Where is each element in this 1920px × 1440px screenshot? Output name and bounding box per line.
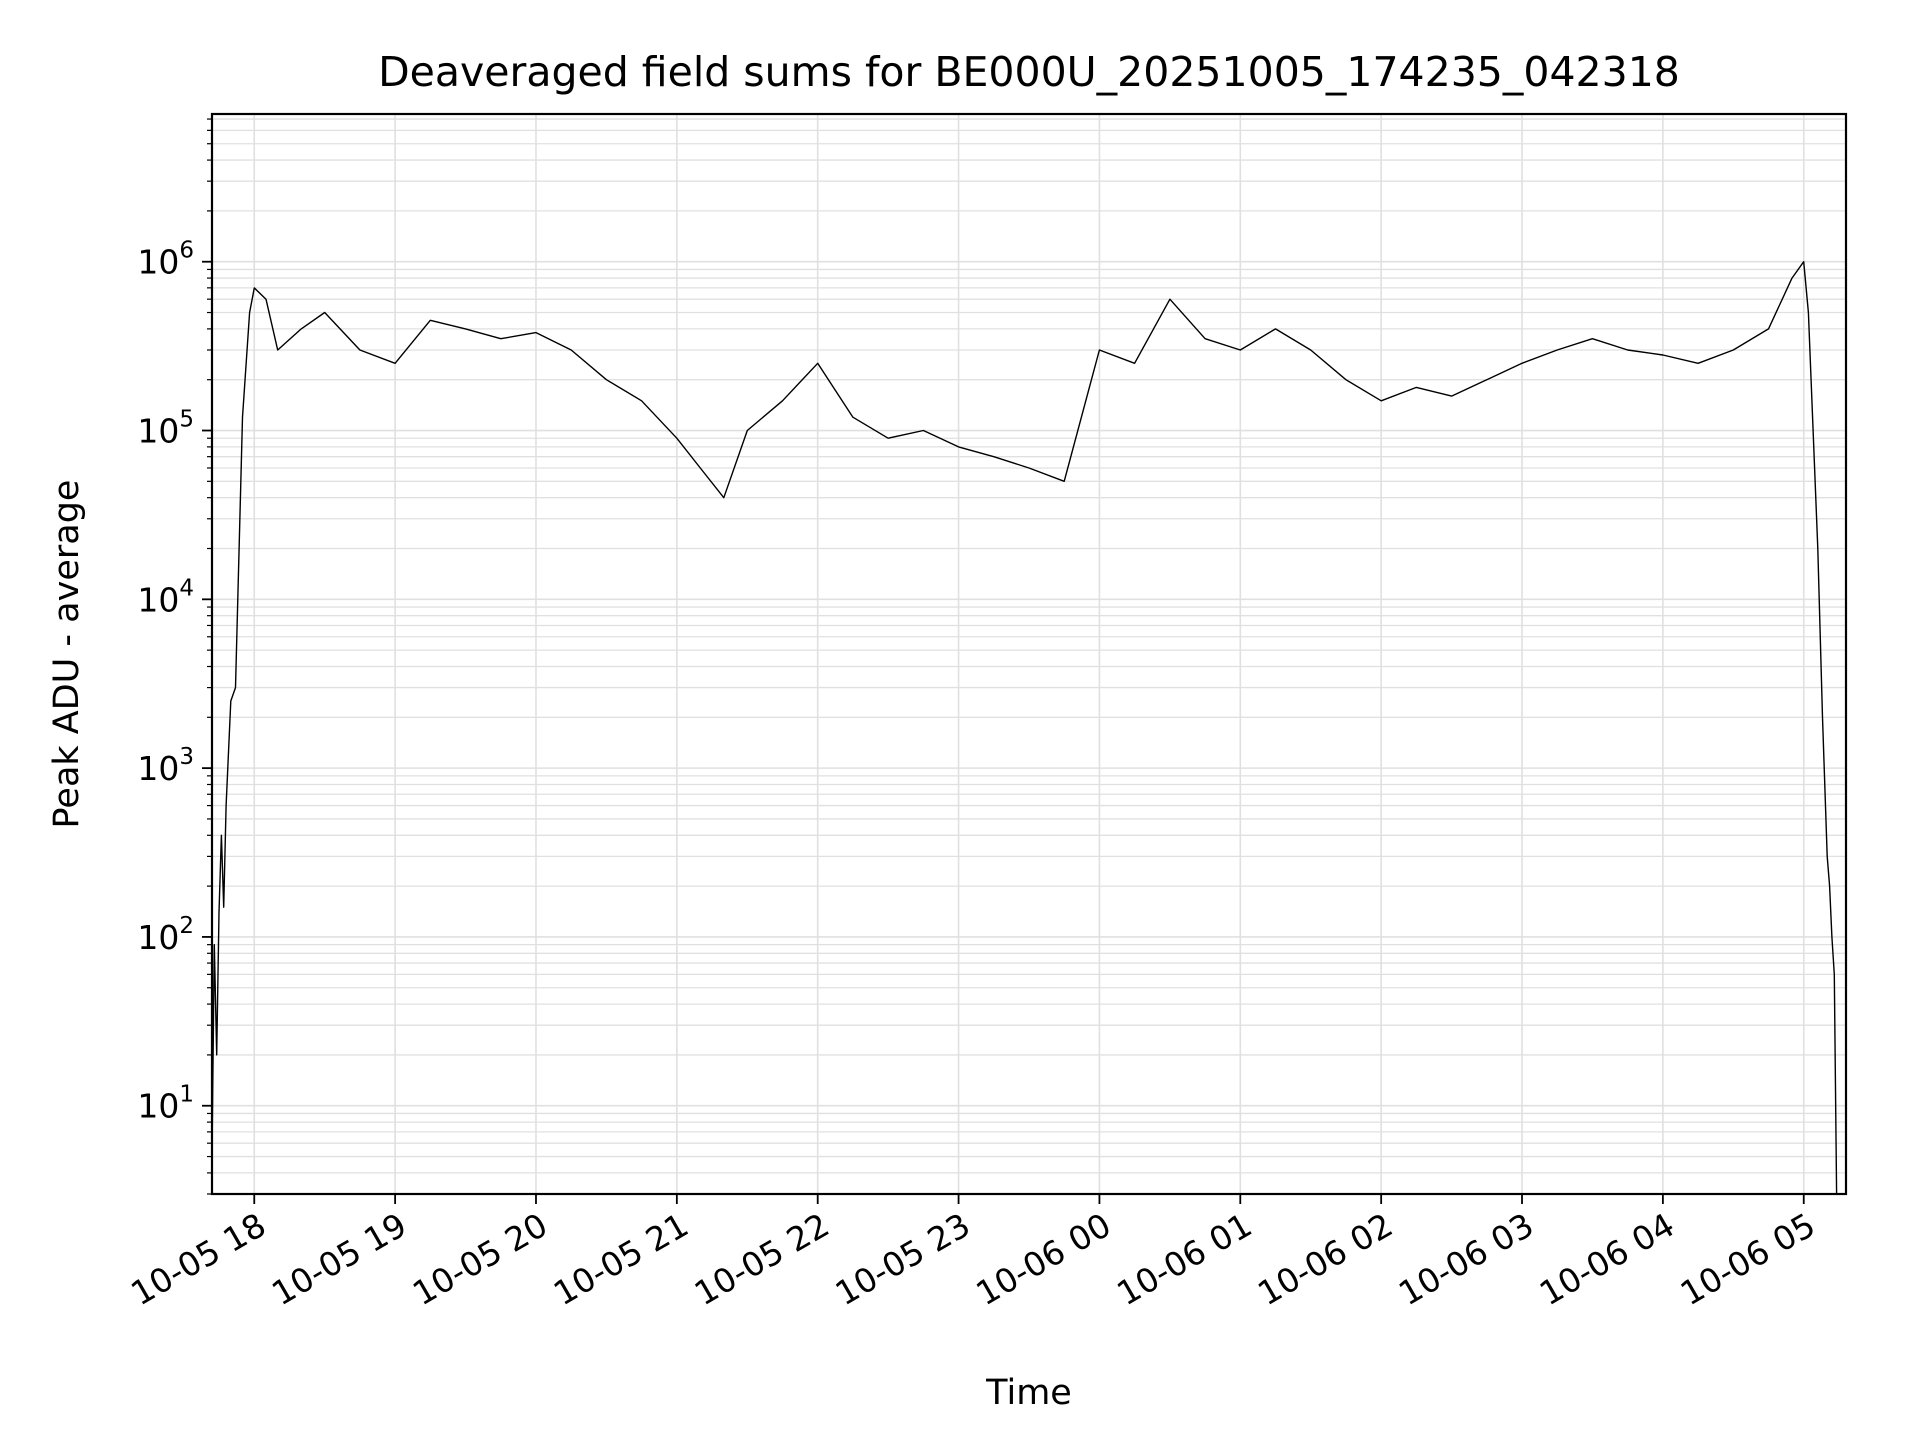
y-axis-label: Peak ADU - average [47, 480, 87, 829]
series-line [212, 261, 1838, 1194]
x-axis-label: Time [985, 1373, 1072, 1413]
y-tick-label: 106 [137, 238, 194, 282]
y-tick-exponent: 5 [179, 407, 194, 433]
y-tick-exponent: 6 [179, 238, 194, 264]
y-tick-base: 10 [137, 749, 179, 788]
y-tick-exponent: 1 [179, 1082, 194, 1108]
y-tick-exponent: 4 [179, 575, 194, 601]
y-tick-label: 105 [137, 407, 194, 451]
grid-lines [212, 114, 1846, 1195]
y-tick-base: 10 [137, 412, 179, 451]
plot-frame [210, 112, 1848, 1196]
y-tick-label: 103 [137, 744, 194, 788]
y-tick-base: 10 [137, 243, 179, 282]
chart-title: Deaveraged field sums for BE000U_2025100… [378, 48, 1680, 96]
data-layer [212, 261, 1838, 1194]
y-tick-label: 104 [137, 575, 194, 619]
y-tick-label: 101 [137, 1082, 194, 1126]
y-tick-base: 10 [137, 580, 179, 619]
y-tick-label: 102 [137, 913, 194, 957]
y-tick-base: 10 [137, 1087, 179, 1126]
y-tick-base: 10 [137, 918, 179, 957]
y-tick-exponent: 3 [179, 744, 194, 770]
y-tick-exponent: 2 [179, 913, 194, 939]
